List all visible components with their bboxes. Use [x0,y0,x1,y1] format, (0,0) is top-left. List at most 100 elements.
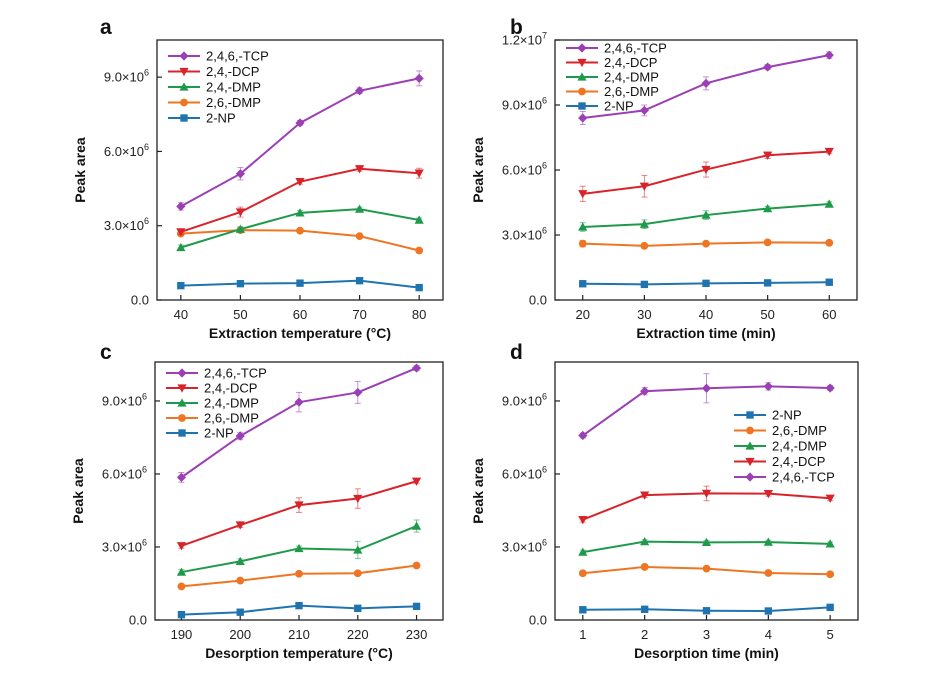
legend-marker [578,87,586,96]
data-point [763,62,773,72]
data-point [235,208,246,217]
y-tick-label: 3.0×106 [104,216,149,233]
data-point [294,543,304,553]
x-axis-label: Extraction time (min) [636,325,775,341]
x-tick-label: 1 [579,627,586,642]
data-point [415,246,424,255]
data-point [294,501,304,510]
legend-label: 2,4,-DMP [204,396,259,411]
legend-label: 2-NP [204,426,234,441]
series-tcp [176,363,422,483]
legend-marker [746,411,754,419]
series-np [579,603,834,615]
data-point [354,604,362,612]
legend-label: 2,6,-DMP [604,84,659,99]
data-point [296,279,304,287]
x-tick-label: 3 [703,627,710,642]
legend-marker [179,67,189,77]
series-dmp26 [578,563,835,579]
legend-label: 2-NP [604,99,634,114]
legend-marker [745,457,755,467]
x-tick-label: 30 [637,307,651,322]
data-point [176,242,186,252]
x-tick-label: 4 [765,627,772,642]
x-tick-label: 2 [641,627,648,642]
x-tick-label: 60 [293,307,307,322]
x-axis-label: Desorption temperature (°C) [205,645,393,661]
data-point [177,610,186,619]
data-point [176,542,187,551]
data-point [579,280,587,288]
data-point [414,169,424,178]
data-point [640,537,650,546]
data-point [763,151,773,160]
data-point [354,204,365,213]
data-point [295,118,305,128]
legend-label: 2,4,-DMP [604,70,659,85]
x-tick-label: 20 [576,307,590,322]
y-tick-label: 9.0×106 [104,68,149,85]
x-tick-label: 230 [406,627,428,642]
data-point [176,201,186,211]
data-point [826,570,835,579]
data-point [701,165,711,175]
data-point [411,477,422,486]
legend-label: 2,4,-DCP [204,381,257,396]
data-point [176,472,187,482]
series-dcp [578,485,835,525]
data-point [235,431,245,441]
data-point [825,238,834,247]
data-point [411,363,422,373]
data-point [701,537,712,547]
data-point [236,608,244,616]
data-point [639,219,649,228]
data-point [236,576,245,585]
series-dmp26 [578,238,834,250]
x-tick-label: 40 [699,307,713,322]
y-tick-label: 0.0 [131,293,149,308]
data-point [236,279,245,288]
x-axis-label: Extraction temperature (°C) [209,325,391,341]
panel-label: d [510,341,523,364]
data-point [177,582,186,591]
data-point [578,547,588,556]
chart-panel-a: a 0.0 3.0×106 6.0×106 9.0×106 40 50 60 70 80 Extra… [72,16,444,341]
x-tick-label: 60 [822,307,836,322]
legend-marker [177,368,187,378]
data-point [412,561,421,570]
data-point [702,607,711,615]
y-tick-label: 3.0×106 [502,537,547,554]
y-tick-label: 3.0×106 [502,226,547,243]
legend-marker [179,82,189,91]
data-point [412,602,421,611]
data-point [701,210,711,219]
legend-marker [745,441,755,450]
series-dmp26 [176,226,424,255]
legend-marker [746,426,754,435]
y-axis-label: Peak area [470,137,486,203]
data-point [764,569,773,577]
legend-marker [177,384,187,393]
data-point [701,78,711,88]
data-point [640,241,649,250]
y-tick-label: 0.0 [529,613,547,628]
chart-panel-b: b 0.0 3.0×106 6.0×106 9.0×106 1.2×107 20 30 40 50… [470,16,858,341]
y-axis-label: Peak area [72,137,88,203]
data-point [639,105,649,116]
series-np [177,277,423,292]
data-point [640,280,649,289]
data-point [763,238,772,247]
data-point [415,283,423,292]
series-dmp24 [578,199,834,232]
data-point [764,607,773,615]
y-tick-label: 6.0×106 [502,464,547,481]
series-dmp24 [176,204,424,252]
series-dcp [176,165,424,237]
data-point [578,239,587,248]
data-point [824,50,834,60]
data-point [355,232,364,241]
y-tick-label: 0.0 [129,613,147,628]
